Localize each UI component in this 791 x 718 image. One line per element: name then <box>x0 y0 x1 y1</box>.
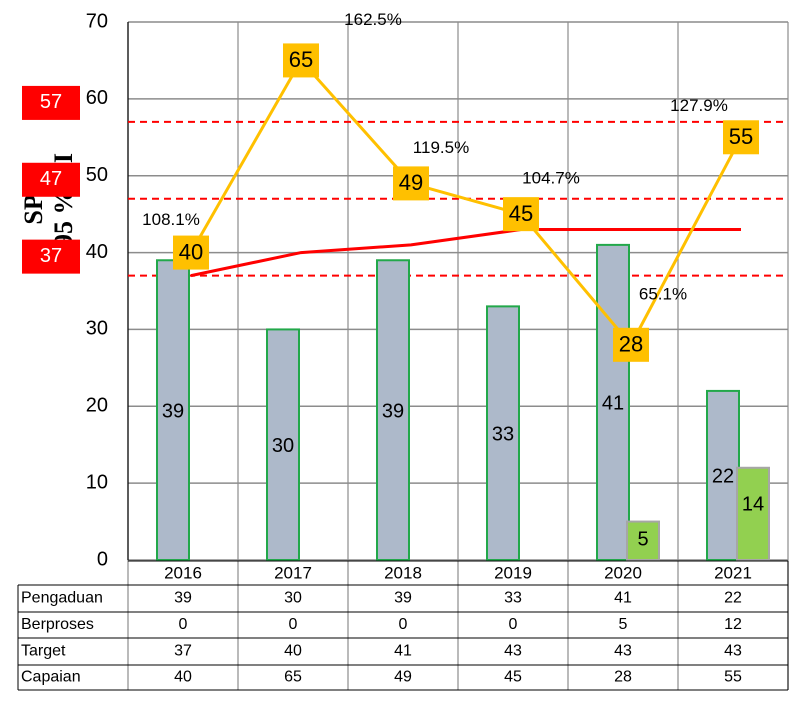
point-label-box <box>503 197 539 232</box>
table-cell: 0 <box>509 616 518 633</box>
x-tick-label: 2016 <box>164 563 202 582</box>
bar <box>736 466 770 561</box>
bar-label: 39 <box>162 400 184 422</box>
table-cell: 41 <box>614 590 632 607</box>
y-tick-label: 70 <box>86 10 108 32</box>
table-cell: 30 <box>284 590 302 607</box>
ratio-label: 108.1% <box>142 210 200 229</box>
y-tick-label: 40 <box>86 241 108 263</box>
table-cell: 0 <box>179 616 188 633</box>
table-cell: 37 <box>174 643 192 660</box>
reference-label: 57 <box>40 91 62 113</box>
point-label-box <box>723 120 759 155</box>
table-cell: 33 <box>504 590 522 607</box>
table-cell: 39 <box>174 590 192 607</box>
reference-label-box <box>22 85 80 120</box>
table-row-name: Capaian <box>21 669 81 686</box>
table-cell: 5 <box>619 616 628 633</box>
y-tick-label: 30 <box>86 318 108 340</box>
bar <box>266 328 300 561</box>
reference-label: 47 <box>40 168 62 190</box>
x-tick-label: 2018 <box>384 563 422 582</box>
x-tick-label: 2020 <box>604 563 642 582</box>
bar <box>156 259 190 561</box>
bar-label: 30 <box>272 435 294 457</box>
table-cell: 0 <box>289 616 298 633</box>
point-label-box <box>283 43 319 78</box>
bar <box>486 305 520 561</box>
point-label-box <box>613 327 649 362</box>
point-label: 49 <box>399 170 423 195</box>
table-cell: 45 <box>504 669 522 686</box>
table-cell: 12 <box>724 616 742 633</box>
x-tick-label: 2021 <box>714 563 752 582</box>
line <box>190 228 741 278</box>
ratio-label: 119.5% <box>413 138 469 157</box>
point-label: 28 <box>619 332 643 357</box>
bar-label: 5 <box>637 528 648 550</box>
y-tick-label: 20 <box>86 395 108 417</box>
annotation: 14 <box>742 493 764 515</box>
point-label-box <box>173 235 209 270</box>
ratio-label: 127.9% <box>670 96 728 115</box>
table-cell: 43 <box>504 643 522 660</box>
point-label-box <box>393 166 429 201</box>
table-cell: 65 <box>284 669 302 686</box>
bar <box>376 259 410 561</box>
table-cell: 40 <box>284 643 302 660</box>
y-tick-label: 60 <box>86 87 108 109</box>
x-tick-label: 2017 <box>274 563 312 582</box>
reference-label-box <box>22 239 80 274</box>
line <box>189 57 743 348</box>
table-cell: 55 <box>724 669 742 686</box>
y-tick-label: 0 <box>97 548 108 570</box>
bar-label: 22 <box>712 466 734 488</box>
reference-label: 37 <box>40 245 62 267</box>
table-row-name: Berproses <box>21 616 94 633</box>
point-label: 40 <box>179 239 203 264</box>
y-tick-label: 10 <box>86 471 108 493</box>
ratio-label: 65.1% <box>639 284 687 303</box>
point-label: 65 <box>289 47 313 72</box>
table-cell: 22 <box>724 590 742 607</box>
table-cell: 40 <box>174 669 192 686</box>
bar-label: 33 <box>492 423 514 445</box>
table-cell: 28 <box>614 669 632 686</box>
point-label: 55 <box>729 124 753 149</box>
x-tick-label: 2019 <box>494 563 532 582</box>
table-row-name: Target <box>21 643 66 660</box>
bar-label: 41 <box>602 393 624 415</box>
bar <box>626 520 660 561</box>
table-cell: 0 <box>399 616 408 633</box>
point-label: 45 <box>509 201 533 226</box>
table-row-name: Pengaduan <box>21 590 103 607</box>
reference-label-box <box>22 162 80 197</box>
ratio-label: 104.7% <box>522 169 580 188</box>
ratio-label: 162.5% <box>344 10 402 29</box>
table-cell: 41 <box>394 643 412 660</box>
table-cell: 49 <box>394 669 412 686</box>
y-tick-label: 50 <box>86 164 108 186</box>
table-cell: 39 <box>394 590 412 607</box>
table-cell: 43 <box>614 643 632 660</box>
bar-label: 39 <box>382 400 404 422</box>
bar <box>596 243 630 561</box>
table-cell: 43 <box>724 643 742 660</box>
